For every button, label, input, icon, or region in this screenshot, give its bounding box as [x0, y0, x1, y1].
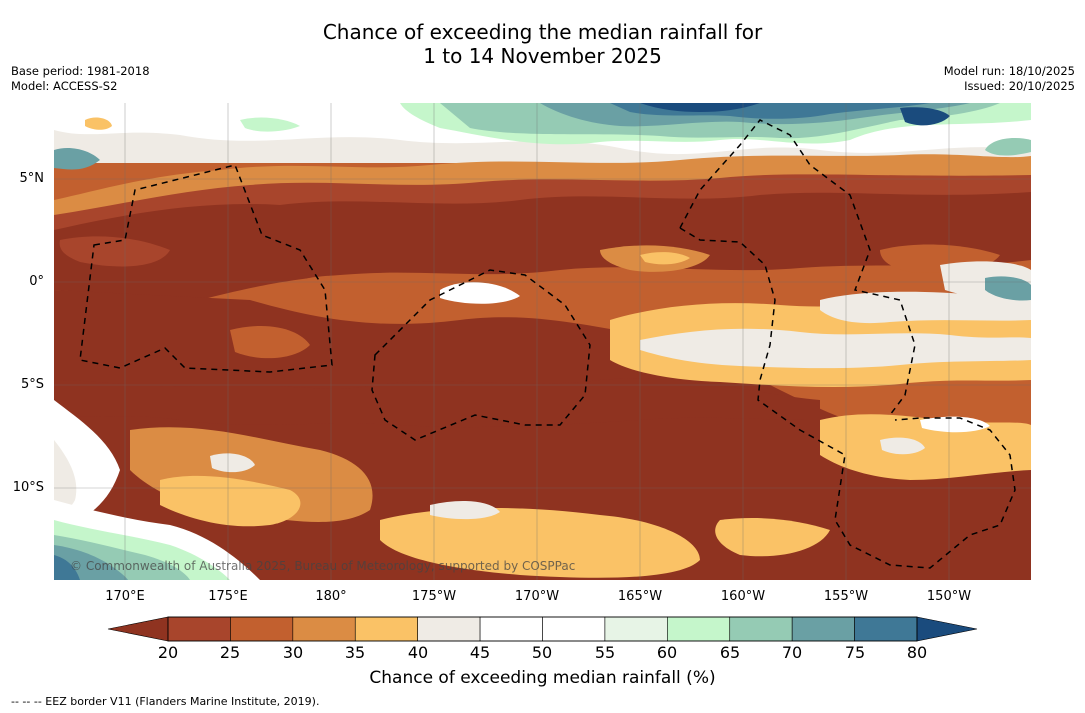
colorbar-tick: 50 — [531, 643, 553, 662]
meta-right: Model run: 18/10/2025 Issued: 20/10/2025 — [944, 64, 1075, 94]
colorbar-cell-70_75 — [791, 616, 855, 642]
graticule — [54, 103, 1031, 580]
rainfall-field: © Commonwealth of Australia 2025, Bureau… — [54, 103, 1031, 580]
colorbar-cell-20_25 — [167, 616, 231, 642]
base-period: Base period: 1981-2018 — [11, 64, 150, 78]
eez-borders — [79, 119, 1016, 569]
colorbar-cell-30_35 — [292, 616, 356, 642]
colorbar-tick: 30 — [282, 643, 304, 662]
colorbar-label: Chance of exceeding median rainfall (%) — [369, 668, 716, 688]
colorbar-tick: 45 — [469, 643, 491, 662]
lat-label-5s: 5°S — [20, 377, 44, 392]
model-name: Model: ACCESS-S2 — [11, 79, 118, 93]
colorbar-low-extension — [107, 616, 169, 642]
colorbar-tick: 55 — [594, 643, 616, 662]
colorbar-tick: 20 — [157, 643, 179, 662]
lon-label-175w: 175°W — [411, 589, 457, 604]
colorbar-tick: 40 — [407, 643, 429, 662]
model-run-date: Model run: 18/10/2025 — [943, 64, 1075, 78]
lat-label-10s: 10°S — [12, 480, 44, 495]
title-line-1: Chance of exceeding the median rainfall … — [322, 20, 763, 44]
colorbar-cell-60_65 — [667, 616, 731, 642]
colorbar-cell-65_70 — [729, 616, 793, 642]
lon-label-170e: 170°E — [105, 589, 145, 604]
lat-label-0: 0° — [29, 274, 44, 289]
lon-label-165w: 165°W — [617, 589, 663, 604]
colorbar-cell-35_40 — [354, 616, 418, 642]
lon-label-170w: 170°W — [514, 589, 560, 604]
colorbar-tick: 65 — [719, 643, 741, 662]
lon-label-180: 180° — [315, 589, 347, 604]
colorbar-tick: 75 — [844, 643, 866, 662]
lon-label-150w: 150°W — [926, 589, 972, 604]
colorbar-cell-45_50 — [479, 616, 543, 642]
lon-label-175e: 175°E — [208, 589, 248, 604]
colorbar-cell-25_30 — [230, 616, 294, 642]
copyright-notice: © Commonwealth of Australia 2025, Bureau… — [70, 559, 575, 573]
colorbar-cell-40_45 — [417, 616, 481, 642]
eez-legend-note: -- -- -- EEZ border V11 (Flanders Marine… — [11, 695, 320, 708]
colorbar — [107, 616, 978, 642]
lon-label-155w: 155°W — [823, 589, 869, 604]
colorbar-tick: 25 — [219, 643, 241, 662]
colorbar-tick: 35 — [344, 643, 366, 662]
colorbar-high-extension — [916, 616, 978, 642]
lat-label-5n: 5°N — [19, 171, 45, 186]
lon-label-160w: 160°W — [720, 589, 766, 604]
title-line-2: 1 to 14 November 2025 — [423, 44, 662, 68]
colorbar-cell-55_60 — [604, 616, 668, 642]
colorbar-tick: 80 — [906, 643, 928, 662]
issued-date: Issued: 20/10/2025 — [964, 79, 1075, 93]
colorbar-cell-50_55 — [542, 616, 606, 642]
map-title: Chance of exceeding the median rainfall … — [0, 20, 1085, 68]
meta-left: Base period: 1981-2018 Model: ACCESS-S2 — [11, 64, 150, 94]
colorbar-tick: 70 — [781, 643, 803, 662]
colorbar-tick: 60 — [656, 643, 678, 662]
colorbar-cell-75_80 — [854, 616, 918, 642]
